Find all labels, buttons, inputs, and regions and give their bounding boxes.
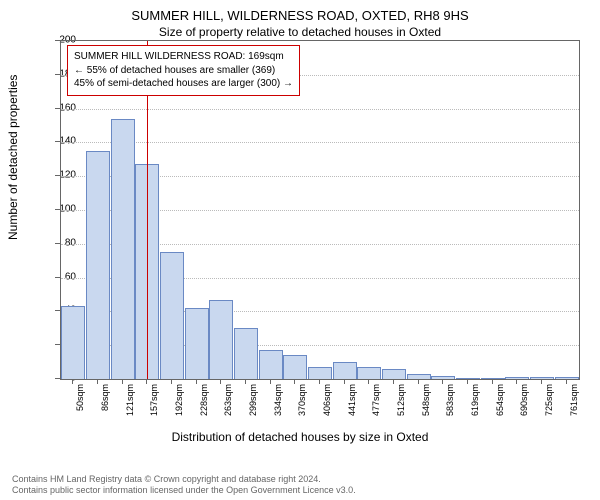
bar: [308, 367, 332, 379]
bar: [160, 252, 184, 379]
x-tick-label: 725sqm: [544, 384, 554, 416]
x-tick-mark: [122, 379, 123, 384]
x-tick-label: 299sqm: [248, 384, 258, 416]
x-tick-mark: [467, 379, 468, 384]
bar: [481, 378, 505, 379]
x-tick-label: 86sqm: [100, 384, 110, 411]
chart-container: SUMMER HILL, WILDERNESS ROAD, OXTED, RH8…: [0, 0, 600, 500]
bar: [333, 362, 357, 379]
x-tick-label: 157sqm: [149, 384, 159, 416]
x-tick-mark: [541, 379, 542, 384]
x-tick-mark: [72, 379, 73, 384]
bar: [357, 367, 381, 379]
footer-attribution: Contains HM Land Registry data © Crown c…: [12, 474, 588, 497]
x-tick-mark: [492, 379, 493, 384]
x-tick-mark: [270, 379, 271, 384]
x-tick-mark: [516, 379, 517, 384]
annotation-line3: 45% of semi-detached houses are larger (…: [74, 77, 293, 91]
bar: [111, 119, 135, 379]
y-axis-label: Number of detached properties: [6, 75, 20, 240]
bar: [234, 328, 258, 379]
x-tick-label: 654sqm: [495, 384, 505, 416]
x-tick-label: 50sqm: [75, 384, 85, 411]
x-tick-label: 370sqm: [297, 384, 307, 416]
x-tick-label: 583sqm: [445, 384, 455, 416]
x-tick-label: 619sqm: [470, 384, 480, 416]
x-tick-label: 263sqm: [223, 384, 233, 416]
chart-area: Number of detached properties 0204060801…: [0, 40, 600, 450]
annotation-box: SUMMER HILL WILDERNESS ROAD: 169sqm ← 55…: [67, 45, 300, 96]
x-tick-label: 441sqm: [347, 384, 357, 416]
bar: [86, 151, 110, 379]
x-tick-mark: [294, 379, 295, 384]
x-tick-label: 512sqm: [396, 384, 406, 416]
bar: [283, 355, 307, 379]
x-tick-label: 548sqm: [421, 384, 431, 416]
x-tick-mark: [368, 379, 369, 384]
footer-line2: Contains public sector information licen…: [12, 485, 588, 496]
x-tick-label: 334sqm: [273, 384, 283, 416]
x-tick-mark: [245, 379, 246, 384]
annotation-line2: ← 55% of detached houses are smaller (36…: [74, 64, 293, 78]
bar: [259, 350, 283, 379]
x-tick-label: 406sqm: [322, 384, 332, 416]
footer-line1: Contains HM Land Registry data © Crown c…: [12, 474, 588, 485]
bar: [185, 308, 209, 379]
x-tick-mark: [196, 379, 197, 384]
x-tick-label: 690sqm: [519, 384, 529, 416]
x-axis-label: Distribution of detached houses by size …: [0, 430, 600, 444]
gridline: [61, 142, 579, 143]
x-tick-mark: [442, 379, 443, 384]
bar: [209, 300, 233, 379]
x-tick-label: 192sqm: [174, 384, 184, 416]
x-tick-mark: [97, 379, 98, 384]
x-tick-label: 121sqm: [125, 384, 135, 416]
x-tick-mark: [344, 379, 345, 384]
x-tick-mark: [146, 379, 147, 384]
x-tick-mark: [319, 379, 320, 384]
plot-area: SUMMER HILL WILDERNESS ROAD: 169sqm ← 55…: [60, 40, 580, 380]
chart-title-main: SUMMER HILL, WILDERNESS ROAD, OXTED, RH8…: [0, 0, 600, 23]
x-tick-label: 477sqm: [371, 384, 381, 416]
x-tick-mark: [171, 379, 172, 384]
annotation-line1: SUMMER HILL WILDERNESS ROAD: 169sqm: [74, 50, 293, 64]
gridline: [61, 109, 579, 110]
x-tick-label: 228sqm: [199, 384, 209, 416]
x-tick-mark: [418, 379, 419, 384]
bar: [61, 306, 85, 379]
x-tick-mark: [220, 379, 221, 384]
bar: [382, 369, 406, 379]
x-tick-mark: [566, 379, 567, 384]
bar: [407, 374, 431, 379]
x-tick-mark: [393, 379, 394, 384]
x-tick-label: 761sqm: [569, 384, 579, 416]
bar: [555, 377, 579, 379]
